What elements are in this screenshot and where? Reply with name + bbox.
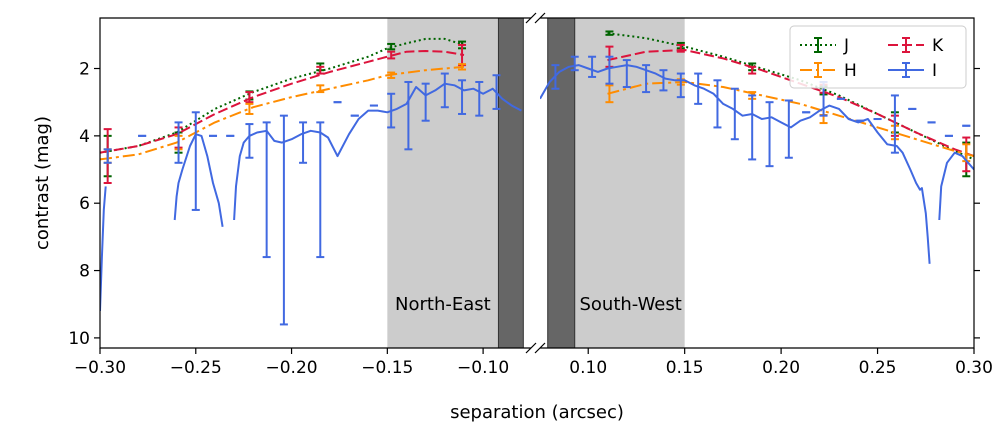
series-h-errorbar xyxy=(605,84,614,104)
legend: J K H I xyxy=(789,25,967,89)
series-i-errorbar xyxy=(492,74,501,110)
north-east-inner-region xyxy=(497,17,524,349)
series-i-errorbar xyxy=(659,69,668,92)
series-i-errorbar xyxy=(404,80,413,151)
series-h-line-left xyxy=(100,65,465,161)
series-h-line-right xyxy=(607,81,974,158)
series-h-errorbar xyxy=(387,71,396,79)
series-i-errorbar xyxy=(279,114,288,326)
series-i-errorbar xyxy=(890,94,899,154)
series-k-errorbar xyxy=(676,43,685,53)
series-i-errorbar xyxy=(440,72,449,109)
series-i-errorbar xyxy=(622,59,631,89)
series-i-errorbar xyxy=(765,101,774,168)
x-tick-label: −0.25 xyxy=(170,358,222,378)
series-i-errorbar xyxy=(694,72,703,105)
x-tick-label: −0.20 xyxy=(266,358,318,378)
y-tick-label: 2 xyxy=(79,60,90,80)
series-i-line-left-2 xyxy=(233,82,522,221)
y-tick-label: 10 xyxy=(68,329,90,349)
series-i-errorbar xyxy=(605,55,614,85)
axes-frame xyxy=(99,12,975,354)
legend-box xyxy=(789,25,967,89)
axis-break-mark xyxy=(534,12,546,24)
series-k-line-left xyxy=(100,50,465,154)
series-k-errorbar xyxy=(316,65,325,75)
series-i-errorbar xyxy=(570,55,579,72)
series-i xyxy=(100,55,974,326)
series-i-errorbar xyxy=(676,72,685,99)
series-i-line-left-0 xyxy=(100,186,107,312)
series-i-errorbar xyxy=(191,111,200,211)
left-panel-frame xyxy=(99,17,531,349)
south-west-region-label: South-West xyxy=(579,294,681,315)
series-h-errorbar xyxy=(245,102,254,115)
series-j-errorbar xyxy=(387,42,396,51)
series-h-errorbar xyxy=(316,84,325,94)
y-tick-label: 8 xyxy=(79,262,90,282)
series-i-errorbar xyxy=(748,94,757,161)
series-i-line-right-0 xyxy=(540,64,931,264)
series-j-line-left xyxy=(100,37,465,154)
series-k-errorbar xyxy=(245,91,254,104)
series-i-errorbar xyxy=(387,92,396,129)
series-j-errorbar xyxy=(605,30,614,36)
series-i-errorbar xyxy=(642,64,651,94)
series-i-errorbar xyxy=(299,121,308,164)
legend-entry-k: K xyxy=(888,36,944,56)
legend-entry-j: J xyxy=(800,36,849,56)
series-h-errorbar xyxy=(458,63,467,71)
x-tick-label: −0.10 xyxy=(457,358,509,378)
right-panel-frame xyxy=(540,17,975,349)
x-tick-label: −0.15 xyxy=(361,358,413,378)
y-tick-label: 4 xyxy=(79,127,90,147)
x-tick-label: −0.30 xyxy=(74,358,126,378)
series-i-line-right-1 xyxy=(938,151,974,221)
axis-break-mark xyxy=(525,12,537,24)
series-i-errorbar xyxy=(713,79,722,129)
x-tick-label: 0.20 xyxy=(762,358,800,378)
y-axis-label: contrast (mag) xyxy=(32,116,53,250)
series-i-errorbar xyxy=(475,80,484,117)
legend-entry-i: I xyxy=(888,61,937,81)
series-i-errorbar xyxy=(458,79,467,115)
y-tick-label: 6 xyxy=(79,194,90,214)
x-tick-label: 0.10 xyxy=(569,358,607,378)
series-i-errorbar xyxy=(588,55,597,78)
series-k-errorbar xyxy=(387,50,396,60)
legend-label: K xyxy=(932,36,944,56)
series-k-errorbar xyxy=(748,65,757,75)
axis-break-mark xyxy=(525,342,537,354)
legend-entry-h: H xyxy=(800,61,857,81)
series-i-errorbar xyxy=(262,121,271,259)
legend-label: H xyxy=(844,61,857,81)
series-i-errorbar xyxy=(421,82,430,122)
south-west-inner-region xyxy=(547,17,576,349)
x-tick-label: 0.15 xyxy=(666,358,704,378)
north-east-region-label: North-East xyxy=(395,294,491,315)
series-i-errorbar xyxy=(103,148,112,164)
series-layer xyxy=(100,30,974,326)
x-axis-label: separation (arcsec) xyxy=(450,402,624,423)
axis-break-mark xyxy=(534,342,546,354)
legend-label: I xyxy=(932,61,937,81)
x-tick-label: 0.25 xyxy=(859,358,897,378)
series-i-errorbar xyxy=(730,87,739,141)
series-i-errorbar xyxy=(245,123,254,159)
region-labels: North-East South-West xyxy=(395,294,682,315)
series-i-errorbar xyxy=(551,64,560,90)
x-tick-label: 0.30 xyxy=(955,358,993,378)
series-i-errorbar xyxy=(316,121,325,259)
series-i-errorbar xyxy=(174,121,183,164)
legend-label: J xyxy=(843,36,849,56)
series-i-errorbar xyxy=(784,99,793,159)
axis-ticks: −0.30 −0.25 −0.20 −0.15 −0.10 0.10 0.15 0.20 0.2… xyxy=(68,60,993,378)
